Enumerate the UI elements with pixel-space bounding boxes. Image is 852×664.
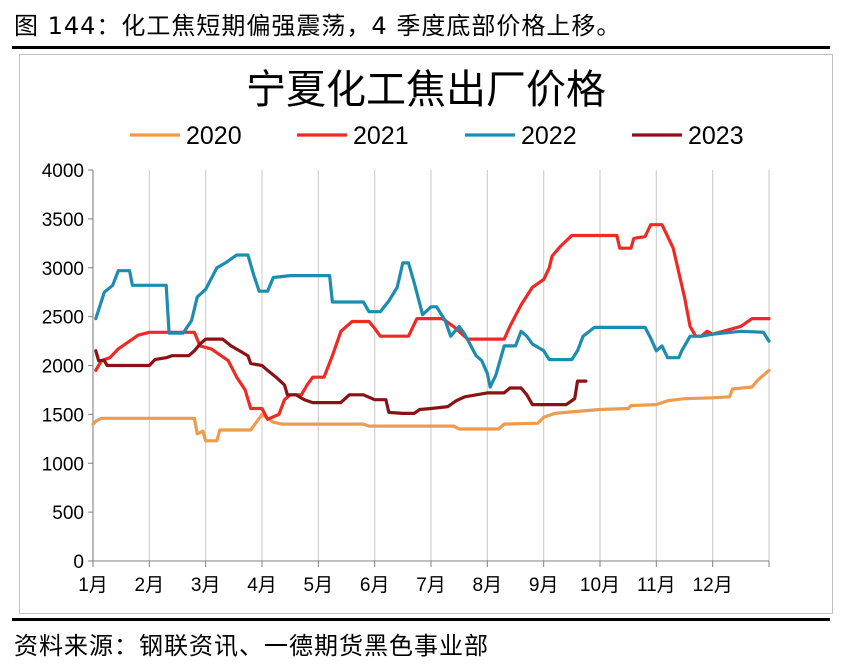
series-line-2023 — [94, 337, 588, 415]
y-tick-label: 0 — [73, 552, 84, 573]
x-tick-label: 2月 — [135, 575, 165, 596]
series-line-2022 — [94, 253, 771, 389]
top-rule — [12, 46, 830, 49]
legend-label: 2022 — [521, 122, 577, 150]
x-tick-label: 6月 — [360, 575, 390, 596]
price-line-chart: 宁夏化工焦出厂价格 2020 2021 2022 2023 0 500 1000 1500 2… — [42, 68, 771, 596]
x-tick-label: 1月 — [78, 575, 108, 596]
y-tick-label: 2500 — [42, 308, 84, 329]
legend-item-2023: 2023 — [632, 122, 744, 150]
x-tick-label: 12月 — [693, 575, 733, 596]
chart-frame: 宁夏化工焦出厂价格 2020 2021 2022 2023 0 500 1000 1500 2… — [19, 54, 833, 614]
legend-item-2021: 2021 — [297, 122, 409, 150]
bottom-rule — [12, 618, 830, 621]
y-tick-label: 1500 — [42, 405, 84, 426]
chart-gridlines — [92, 170, 770, 561]
x-tick-label: 5月 — [304, 575, 334, 596]
y-tick-label: 4000 — [42, 161, 84, 182]
source-note: 资料来源：钢联资讯、一德期货黑色事业部 — [14, 632, 489, 660]
series-line-2021 — [94, 223, 771, 421]
x-tick-label: 7月 — [416, 575, 446, 596]
y-axis: 0 500 1000 1500 2000 2500 3000 3500 4000 — [42, 161, 94, 573]
y-tick-label: 3500 — [42, 210, 84, 231]
legend-item-2022: 2022 — [465, 122, 577, 150]
y-tick-label: 500 — [52, 503, 84, 524]
x-tick-label: 11月 — [637, 575, 676, 596]
x-tick-label: 8月 — [473, 575, 503, 596]
x-tick-label: 3月 — [191, 575, 221, 596]
x-tick-label: 9月 — [529, 575, 559, 596]
chart-legend: 2020 2021 2022 2023 — [130, 122, 744, 150]
y-tick-label: 3000 — [42, 259, 84, 280]
chart-title: 宁夏化工焦出厂价格 — [246, 68, 606, 112]
figure-caption: 图 144：化工焦短期偏强震荡，4 季度底部价格上移。 — [14, 12, 622, 40]
y-tick-label: 1000 — [42, 454, 84, 475]
x-tick-label: 10月 — [580, 575, 620, 596]
legend-label: 2020 — [186, 122, 242, 150]
legend-label: 2021 — [353, 122, 409, 150]
series-line-2020 — [91, 368, 771, 443]
x-axis: 1月 2月 3月 4月 5月 6月 7月 8月 9月 10月 11月 12月 — [78, 560, 770, 596]
y-tick-label: 2000 — [42, 357, 84, 378]
legend-item-2020: 2020 — [130, 122, 242, 150]
legend-label: 2023 — [688, 122, 744, 150]
series-lines — [91, 223, 771, 443]
x-tick-label: 4月 — [247, 575, 277, 596]
